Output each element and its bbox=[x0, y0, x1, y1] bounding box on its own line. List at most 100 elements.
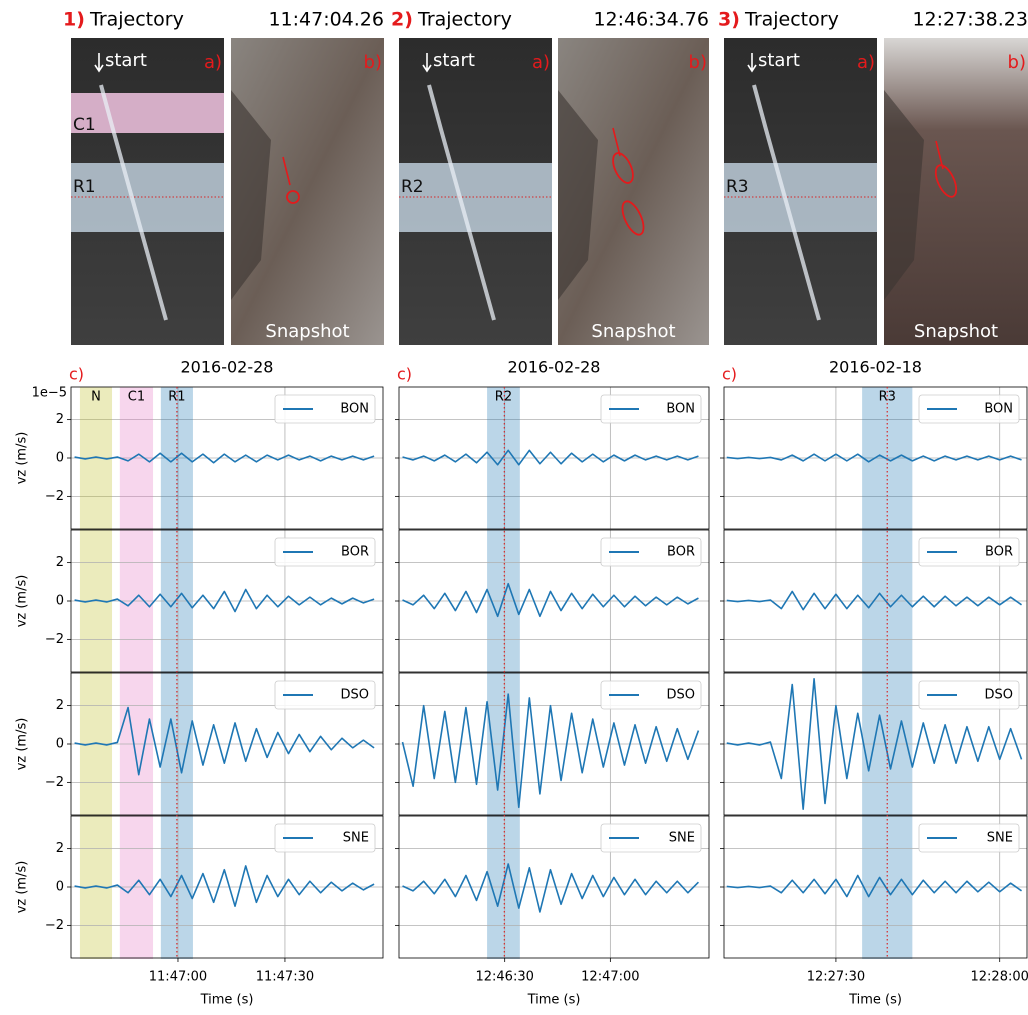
header-number: 1) bbox=[63, 9, 85, 31]
header-number: 3) bbox=[718, 9, 740, 31]
legend-box bbox=[918, 537, 1020, 567]
header-time: 12:27:38.23 bbox=[912, 9, 1028, 31]
location-marker bbox=[934, 164, 958, 198]
panel-label: c) bbox=[397, 365, 412, 384]
waveform bbox=[726, 677, 1023, 811]
y-tick-label: −2 bbox=[45, 632, 64, 647]
header-label: Trajectory bbox=[744, 9, 839, 31]
legend-box bbox=[600, 394, 702, 424]
time-window-label: N bbox=[91, 390, 101, 405]
cliff-shadow bbox=[558, 90, 598, 300]
legend-label: SNE bbox=[343, 831, 369, 846]
y-axis-label: vz (m/s) bbox=[15, 432, 30, 485]
waveform bbox=[402, 863, 699, 913]
y-tick-label: 0 bbox=[56, 594, 64, 609]
photo-snapshot: Snapshot bbox=[265, 321, 349, 342]
photo-band-tint bbox=[71, 93, 224, 133]
chart-title: 2016-02-18 bbox=[829, 358, 922, 377]
waveform bbox=[402, 582, 699, 618]
waveform bbox=[726, 874, 1023, 898]
chart-title: 2016-02-28 bbox=[181, 358, 274, 377]
y-tick-label: −2 bbox=[45, 918, 64, 933]
subplot-frame bbox=[723, 815, 1028, 959]
waveform bbox=[402, 449, 699, 466]
legend-label: BON bbox=[984, 402, 1013, 417]
header-time: 12:46:34.76 bbox=[593, 9, 709, 31]
chart-title: 2016-02-28 bbox=[508, 358, 601, 377]
photo-band-label: C1 bbox=[73, 115, 96, 135]
photo-a-tag: a) bbox=[857, 52, 875, 73]
y-tick-label: −2 bbox=[45, 775, 64, 790]
location-marker bbox=[286, 190, 300, 204]
subplot-frame bbox=[723, 672, 1028, 816]
header-time: 11:47:04.26 bbox=[268, 9, 384, 31]
legend-label: BOR bbox=[667, 545, 695, 560]
location-arrow bbox=[612, 127, 621, 157]
location-marker bbox=[612, 152, 634, 184]
header-number: 2) bbox=[391, 9, 413, 31]
photo-start: start bbox=[433, 50, 475, 71]
subplot-frame bbox=[398, 386, 710, 530]
waveform bbox=[74, 865, 375, 907]
photo-b-tag: b) bbox=[364, 52, 382, 73]
legend-label: DSO bbox=[985, 688, 1014, 703]
legend-box bbox=[918, 823, 1020, 853]
cliff-shadow bbox=[884, 90, 924, 300]
legend-box bbox=[274, 680, 376, 710]
y-tick-label: 0 bbox=[56, 737, 64, 752]
photo-band-label: R2 bbox=[401, 177, 424, 197]
legend-box bbox=[600, 537, 702, 567]
x-tick-label: 11:47:30 bbox=[256, 970, 314, 985]
waveform bbox=[726, 453, 1022, 463]
photo-band-label: R3 bbox=[726, 177, 749, 197]
legend-label: DSO bbox=[667, 688, 696, 703]
y-tick-label: 2 bbox=[56, 555, 64, 570]
start-arrow bbox=[94, 53, 104, 73]
subplot-frame bbox=[398, 815, 710, 959]
photo-a-tag: a) bbox=[204, 52, 222, 73]
time-window-label: R3 bbox=[879, 390, 896, 405]
legend-label: DSO bbox=[341, 688, 370, 703]
photo-snapshot: Snapshot bbox=[914, 321, 998, 342]
location-arrow bbox=[282, 156, 291, 186]
y-tick-label: −2 bbox=[45, 489, 64, 504]
trajectory-streak bbox=[752, 84, 821, 321]
legend-box bbox=[918, 394, 1020, 424]
legend-label: BOR bbox=[341, 545, 369, 560]
legend-box bbox=[600, 680, 702, 710]
panel-label: c) bbox=[69, 365, 84, 384]
subplot-frame bbox=[398, 529, 710, 673]
y-offset-label: 1e−5 bbox=[32, 386, 67, 401]
cliff-shadow bbox=[231, 90, 271, 300]
y-axis-label: vz (m/s) bbox=[15, 575, 30, 628]
photo-band-label: R1 bbox=[73, 177, 96, 197]
y-axis-label: vz (m/s) bbox=[15, 861, 30, 914]
photo-start: start bbox=[758, 50, 800, 71]
waveform bbox=[74, 706, 375, 776]
legend-box bbox=[918, 680, 1020, 710]
waveform bbox=[74, 452, 375, 464]
y-tick-label: 0 bbox=[56, 880, 64, 895]
legend-label: SNE bbox=[987, 831, 1013, 846]
time-window-label: C1 bbox=[128, 390, 145, 405]
legend-label: BON bbox=[340, 402, 369, 417]
x-tick-label: 12:28:00 bbox=[971, 970, 1028, 985]
subplot-frame bbox=[70, 386, 384, 530]
legend-box bbox=[274, 537, 376, 567]
header-label: Trajectory bbox=[417, 9, 512, 31]
photo-snapshot: Snapshot bbox=[591, 321, 675, 342]
subplot-frame bbox=[723, 529, 1028, 673]
y-axis-label: vz (m/s) bbox=[15, 718, 30, 771]
y-tick-label: 0 bbox=[56, 451, 64, 466]
x-tick-label: 12:46:30 bbox=[475, 970, 533, 985]
location-marker bbox=[621, 200, 645, 236]
waveform bbox=[401, 693, 700, 809]
legend-box bbox=[274, 394, 376, 424]
location-arrow bbox=[935, 140, 944, 170]
x-axis-label: Time (s) bbox=[848, 993, 902, 1008]
x-tick-label: 11:47:00 bbox=[149, 970, 207, 985]
waveform bbox=[726, 590, 1023, 611]
trajectory-streak bbox=[427, 84, 496, 321]
